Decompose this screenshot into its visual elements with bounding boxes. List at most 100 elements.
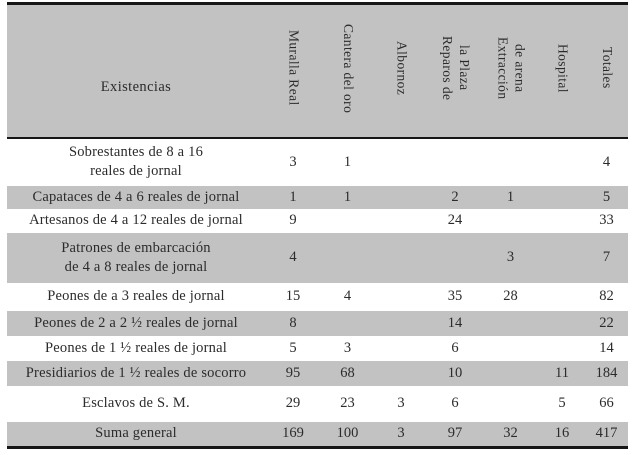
cell-value: 3 [397, 395, 405, 411]
cell-value: 2 [428, 185, 482, 209]
cell-value: 5 [585, 185, 628, 209]
cell-value: 3 [289, 153, 297, 170]
cell-value: 3 [343, 339, 352, 356]
cell-value: 417 [585, 421, 628, 448]
cell-value: 29 [285, 395, 301, 411]
table-row: Presidiarios de 1 ½ reales de socorro 95 6… [7, 360, 628, 386]
cell-value: 15 [285, 288, 301, 304]
cell-value [374, 283, 428, 311]
row-label: Suma general [7, 421, 265, 448]
cell-value: 33 [599, 212, 614, 228]
column-header: Reparos de la Plaza [428, 3, 482, 138]
cell-value: 5 [558, 395, 566, 411]
cell-value: 16 [539, 421, 585, 448]
table-row: Peones de 1 ½ reales de jornal 5 3 6 14 [7, 336, 628, 361]
cell-value: 5 [289, 339, 297, 356]
cell-value: 4 [265, 232, 321, 283]
cell-value: 66 [599, 395, 614, 411]
cell-value [374, 310, 428, 336]
cell-value [539, 185, 585, 209]
table-row: Peones de a 3 reales de jornal 15 4 35 28 82 [7, 283, 628, 311]
row-label: Patrones de embarcación de 4 a 8 reales … [7, 232, 265, 283]
cell-value [539, 232, 585, 283]
cell-value: 100 [321, 421, 374, 448]
cell-value: 4 [602, 153, 611, 170]
column-header: Muralla Real [265, 3, 321, 138]
cell-value: 6 [451, 339, 459, 356]
cell-value: 184 [585, 360, 628, 386]
column-header-label: Muralla Real [286, 30, 302, 107]
cell-value [482, 386, 539, 422]
cell-value: 1 [343, 153, 352, 170]
cell-value: 10 [428, 360, 482, 386]
table-row: Sobrestantes de 8 a 16 reales de jornal 3… [7, 138, 628, 186]
cell-value [482, 336, 539, 361]
cell-value [539, 209, 585, 233]
table-row: Artesanos de 4 a 12 reales de jornal 9 24 3… [7, 209, 628, 233]
cell-value: 1 [482, 185, 539, 209]
cell-value [374, 232, 428, 283]
row-header-label: Existencias [7, 3, 265, 138]
cell-value: 24 [447, 212, 463, 228]
table-row: Patrones de embarcación de 4 a 8 reales … [7, 232, 628, 283]
cell-value: 3 [482, 232, 539, 283]
cell-value: 95 [265, 360, 321, 386]
cell-value [321, 209, 374, 233]
cell-value: 7 [585, 232, 628, 283]
column-header: Extracción de arena [482, 3, 539, 138]
column-header-label: Totales [599, 47, 615, 90]
cell-value [374, 138, 428, 186]
column-header-label: Albornoz [394, 41, 410, 96]
cell-value: 82 [599, 288, 614, 304]
cell-value [539, 310, 585, 336]
cell-value [482, 360, 539, 386]
column-header-label: Extracción de arena [495, 37, 528, 100]
row-label: Presidiarios de 1 ½ reales de socorro [7, 360, 265, 386]
cell-value: 14 [428, 310, 482, 336]
cell-value [374, 209, 428, 233]
existencias-table: Existencias Muralla Real Cantera del oro A… [7, 2, 628, 449]
column-header-label: Reparos de la Plaza [440, 36, 472, 101]
cell-value [321, 232, 374, 283]
row-label: Peones de 2 a 2 ½ reales de jornal [7, 310, 265, 336]
table-row: Capataces de 4 a 6 reales de jornal 1 1 2 1 5 [7, 185, 628, 209]
cell-value [482, 138, 539, 186]
table-row: Peones de 2 a 2 ½ reales de jornal 8 14 22 [7, 310, 628, 336]
table-body: Sobrestantes de 8 a 16 reales de jornal 3… [7, 138, 628, 448]
cell-value: 1 [265, 185, 321, 209]
cell-value [374, 360, 428, 386]
cell-value: 3 [374, 421, 428, 448]
column-header: Albornoz [374, 3, 428, 138]
column-header: Totales [585, 3, 628, 138]
table-header: Existencias Muralla Real Cantera del oro A… [7, 3, 628, 138]
column-header: Hospital [539, 3, 585, 138]
row-label: Artesanos de 4 a 12 reales de jornal [29, 212, 243, 229]
cell-value: 22 [585, 310, 628, 336]
row-label: Sobrestantes de 8 a 16 reales de jornal [68, 144, 204, 179]
row-label: Esclavos de S. M. [82, 395, 190, 412]
cell-value [374, 185, 428, 209]
cell-value: 14 [599, 339, 614, 356]
column-header: Cantera del oro [321, 3, 374, 138]
cell-value: 9 [289, 212, 297, 228]
cell-value: 35 [447, 288, 463, 304]
cell-value [428, 232, 482, 283]
cell-value: 8 [265, 310, 321, 336]
table-row: Suma general 169 100 3 97 32 16 417 [7, 421, 628, 448]
header-row: Existencias Muralla Real Cantera del oro A… [7, 3, 628, 138]
cell-value: 32 [482, 421, 539, 448]
cell-value: 1 [321, 185, 374, 209]
row-label: Peones de a 3 reales de jornal [47, 288, 225, 305]
cell-value [321, 310, 374, 336]
cell-value: 4 [343, 288, 352, 304]
column-header-label: Hospital [555, 43, 571, 93]
table-row: Esclavos de S. M. 29 23 3 6 5 66 [7, 386, 628, 422]
cell-value [482, 310, 539, 336]
cell-value [539, 138, 585, 186]
cell-value: 97 [428, 421, 482, 448]
column-header-label: Cantera del oro [340, 23, 356, 113]
row-label: Peones de 1 ½ reales de jornal [45, 339, 227, 356]
cell-value: 11 [539, 360, 585, 386]
cell-value [539, 283, 585, 311]
